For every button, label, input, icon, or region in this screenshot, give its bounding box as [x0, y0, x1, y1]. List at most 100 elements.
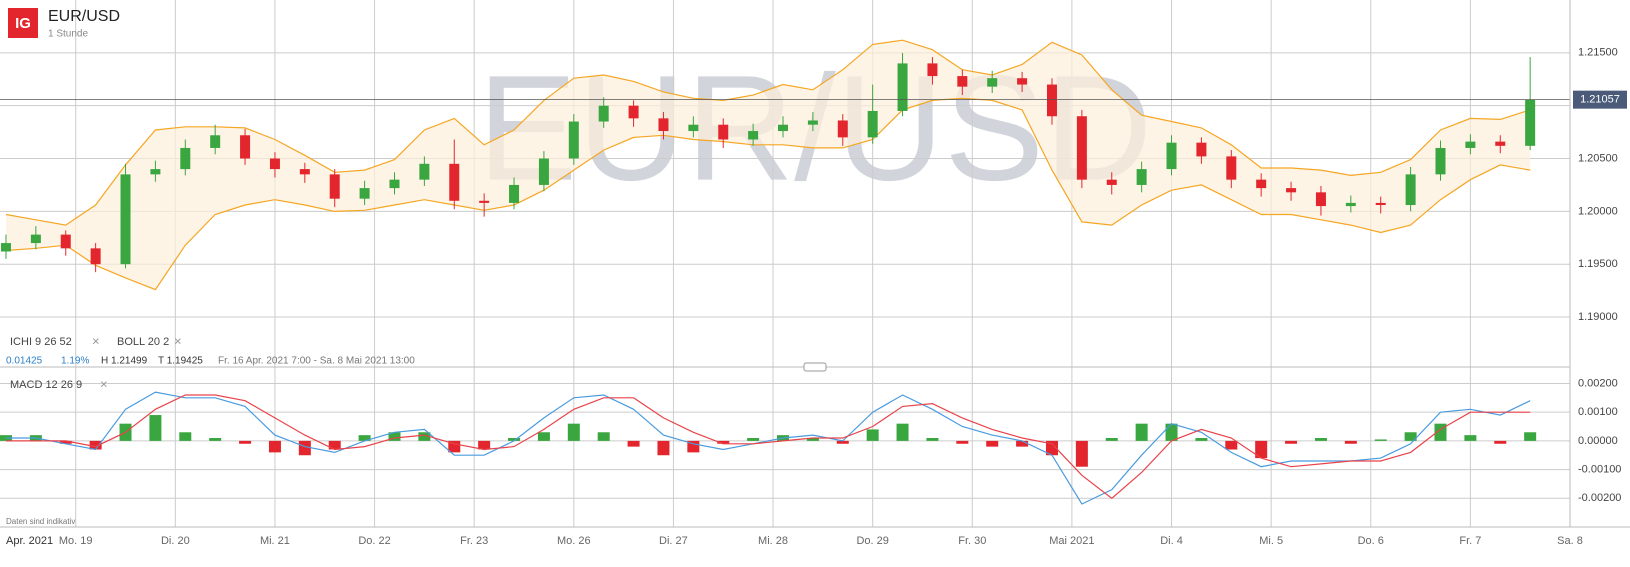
- y-tick-label: 1.19000: [1578, 311, 1618, 323]
- histogram-bar: [1344, 440, 1357, 444]
- y-tick-label: 1.21500: [1578, 47, 1618, 59]
- histogram-bar: [1225, 440, 1238, 450]
- y-tick-label: 0.00000: [1578, 435, 1618, 447]
- candle-body: [1375, 202, 1386, 206]
- candle-body: [509, 184, 520, 203]
- indicator-label[interactable]: ICHI 9 26 52: [10, 336, 72, 348]
- candle-body: [329, 174, 340, 199]
- candle-body: [957, 76, 968, 87]
- candle-body: [269, 158, 280, 170]
- candle-body: [1076, 116, 1087, 180]
- candle-body: [180, 147, 191, 170]
- change-value: 0.01425: [6, 356, 43, 367]
- histogram-bar: [896, 423, 909, 441]
- band-lower: [5, 97, 1531, 291]
- candle-body: [1226, 156, 1237, 180]
- candle-body: [658, 118, 669, 132]
- histogram-bar: [1195, 438, 1208, 441]
- histogram-bar: [1165, 423, 1178, 441]
- y-tick-label: -0.00100: [1578, 463, 1621, 475]
- histogram-bar: [627, 440, 640, 447]
- candle-body: [867, 110, 878, 138]
- x-tick-label: Do. 22: [358, 535, 390, 547]
- candle-body: [598, 105, 609, 122]
- histogram-bar: [448, 440, 461, 453]
- candle-body: [1405, 174, 1416, 206]
- macd-line: [6, 391, 1531, 505]
- histogram-bar: [388, 432, 401, 441]
- histogram-bar: [1374, 439, 1387, 441]
- candle-body: [479, 200, 490, 203]
- x-tick-label: Di. 20: [161, 535, 190, 547]
- candle-body: [299, 169, 310, 175]
- x-tick-label: Mi. 21: [260, 535, 290, 547]
- chart-title: EUR/USD: [48, 8, 120, 25]
- candle-body: [60, 234, 71, 249]
- mark-layer: Mo. 19 Di. 20 Mi. 21 Do. 22 Fr. 23 Mo. 26 Di. …: [0, 39, 1627, 547]
- chart-subtitle: 1 Stunde: [48, 29, 88, 40]
- x-tick-label: Fr. 7: [1459, 535, 1481, 547]
- signal-line: [6, 394, 1531, 500]
- candle-body: [987, 78, 998, 87]
- candle-body: [1017, 78, 1028, 85]
- candle-body: [210, 135, 221, 148]
- resize-handle[interactable]: [803, 362, 827, 372]
- indicator-label[interactable]: MACD 12 26 9: [10, 379, 82, 391]
- candle-body: [748, 131, 759, 140]
- candle-body: [30, 234, 41, 244]
- candle-body: [1136, 169, 1147, 185]
- histogram-bar: [209, 438, 222, 441]
- histogram-bar: [508, 438, 521, 441]
- logo[interactable]: [8, 8, 38, 38]
- candle-body: [1256, 179, 1267, 189]
- histogram-bar: [328, 440, 341, 450]
- candle-body: [688, 124, 699, 132]
- remove-icon[interactable]: ×: [100, 376, 108, 391]
- histogram-bar: [1524, 432, 1537, 441]
- remove-icon[interactable]: ×: [174, 333, 182, 348]
- histogram-bar: [298, 440, 311, 456]
- x-tick-label: Fr. 23: [460, 535, 488, 547]
- candle-body: [1196, 142, 1207, 157]
- candle-body: [120, 174, 131, 265]
- x-tick-label: Mo. 19: [59, 535, 93, 547]
- histogram-bar: [687, 440, 700, 453]
- histogram-bar: [717, 440, 730, 444]
- histogram-bar: [806, 438, 819, 441]
- histogram-bar: [239, 440, 252, 444]
- y-tick-label: 0.00100: [1578, 406, 1618, 418]
- histogram-bar: [1404, 432, 1417, 441]
- y-tick-label: 0.00200: [1578, 377, 1618, 389]
- x-tick-label: Di. 27: [659, 535, 688, 547]
- histogram-bar: [1255, 440, 1268, 459]
- histogram-bar: [1105, 438, 1118, 441]
- candle-body: [419, 163, 430, 180]
- histogram-bar: [1285, 440, 1298, 444]
- band-upper: [5, 39, 1531, 226]
- candle-body: [150, 169, 161, 175]
- histogram-bar: [59, 440, 72, 444]
- histogram-bar: [1075, 440, 1088, 467]
- histogram-bar: [418, 432, 431, 441]
- candle-body: [389, 179, 400, 189]
- remove-icon[interactable]: ×: [92, 333, 100, 348]
- x-tick-label: Mi. 28: [758, 535, 788, 547]
- histogram-bar: [1135, 423, 1148, 441]
- candle-body: [718, 124, 729, 140]
- y-tick-label: 1.20500: [1578, 152, 1618, 164]
- indicator-label[interactable]: BOLL 20 2: [117, 336, 169, 348]
- candle-body: [927, 63, 938, 77]
- candle-body: [1345, 202, 1356, 207]
- x-tick-label: Fr. 30: [958, 535, 986, 547]
- x-tick-label: Mo. 26: [557, 535, 591, 547]
- y-tick-label: 1.20000: [1578, 205, 1618, 217]
- low-value: T 1.19425: [158, 356, 203, 367]
- candle-body: [807, 120, 818, 125]
- candle-body: [837, 120, 848, 138]
- logo-text: IG: [15, 15, 31, 32]
- histogram-bar: [1464, 435, 1477, 441]
- histogram-bar: [866, 429, 879, 441]
- candle-body: [1465, 141, 1476, 148]
- candle-body: [0, 243, 11, 252]
